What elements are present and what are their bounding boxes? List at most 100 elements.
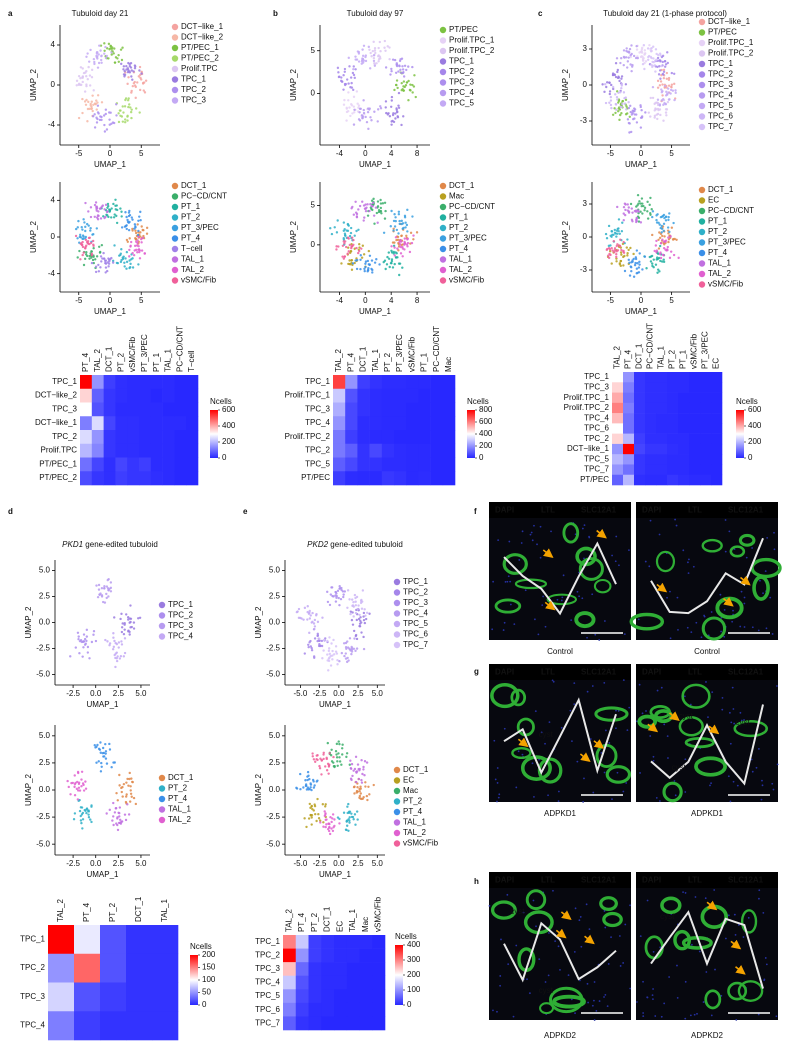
cell-point — [658, 231, 660, 233]
cell-point — [358, 51, 360, 53]
y-tick-label: -2.5 — [36, 812, 50, 821]
column-label: TAL_1 — [657, 345, 666, 369]
panel-letter: e — [243, 507, 248, 516]
cell-point — [656, 118, 658, 120]
heatmap-cell — [360, 1003, 373, 1017]
cell-point — [105, 812, 107, 814]
cell-point — [92, 245, 94, 247]
nucleus — [761, 799, 763, 801]
heatmap-cell — [656, 444, 667, 455]
nucleus — [650, 520, 652, 522]
legend-label: PT_3/PEC — [708, 238, 746, 247]
heatmap-cell — [296, 935, 309, 949]
heatmap-cell — [689, 393, 700, 404]
cell-point — [395, 72, 397, 74]
cell-point — [78, 117, 80, 119]
nucleus — [743, 603, 745, 605]
cell-point — [664, 85, 666, 87]
cell-point — [369, 67, 371, 69]
nucleus — [705, 681, 707, 683]
cell-point — [331, 650, 333, 652]
heatmap-cell — [115, 444, 127, 458]
column-label: PT_2 — [383, 352, 392, 372]
cell-point — [88, 60, 90, 62]
cell-point — [126, 803, 128, 805]
cell-point — [95, 584, 97, 586]
cell-point — [377, 47, 379, 49]
nucleus — [505, 581, 507, 583]
cell-point — [354, 55, 356, 57]
cell-point — [655, 219, 657, 221]
heatmap-cell — [360, 935, 373, 949]
cell-point — [390, 106, 392, 108]
nucleus — [730, 800, 732, 802]
heatmap-cell — [163, 403, 175, 417]
nucleus — [500, 939, 502, 941]
y-tick-label: -3 — [580, 265, 588, 274]
heatmap-cell — [104, 375, 116, 389]
cell-point — [363, 45, 365, 47]
cell-point — [126, 119, 128, 121]
cell-point — [105, 57, 107, 59]
cell-point — [73, 818, 75, 820]
cell-point — [392, 229, 394, 231]
legend-label: TPC_4 — [708, 91, 733, 100]
cell-point — [336, 756, 338, 758]
cell-point — [663, 230, 665, 232]
heatmap-cell — [74, 1011, 100, 1040]
heatmap-cell — [443, 416, 456, 430]
heatmap-cell — [347, 1003, 360, 1017]
cell-point — [351, 259, 353, 261]
cell-point — [82, 218, 84, 220]
cell-point — [105, 750, 107, 752]
cell-point — [662, 104, 664, 106]
nucleus — [545, 626, 547, 628]
cell-point — [124, 118, 126, 120]
cell-point — [677, 257, 679, 259]
cell-point — [95, 99, 97, 101]
cell-point — [362, 636, 364, 638]
column-label: vSMC/Fib — [407, 336, 416, 372]
cell-point — [393, 89, 395, 91]
cell-point — [353, 786, 355, 788]
cell-point — [390, 70, 392, 72]
cell-point — [650, 64, 652, 66]
cell-point — [663, 235, 665, 237]
heatmap-cell — [678, 403, 689, 414]
nucleus — [568, 974, 570, 976]
heatmap-cell — [186, 458, 198, 472]
legend-label: Mac — [449, 192, 464, 201]
cell-point — [313, 655, 315, 657]
cell-point — [358, 797, 360, 799]
x-tick-label: 0 — [639, 296, 644, 305]
nucleus — [674, 519, 676, 521]
cell-point — [385, 66, 387, 68]
cell-point — [125, 268, 127, 270]
cell-point — [113, 47, 115, 49]
colorbar-tick-label: 200 — [222, 437, 236, 446]
legend-swatch — [172, 55, 178, 61]
cell-point — [364, 781, 366, 783]
heatmap-cell — [92, 458, 104, 472]
cell-point — [80, 243, 82, 245]
column-label: PT_3/PEC — [395, 334, 404, 372]
row-label: TPC_2 — [584, 434, 609, 443]
cell-point — [616, 57, 618, 59]
cell-point — [140, 241, 142, 243]
cell-point — [395, 251, 397, 253]
cell-point — [371, 200, 373, 202]
cell-point — [364, 785, 366, 787]
cell-point — [659, 114, 661, 116]
legend-label: TAL_1 — [168, 805, 192, 814]
nucleus — [561, 596, 563, 598]
cell-point — [95, 201, 97, 203]
cell-point — [647, 59, 649, 61]
cell-point — [362, 768, 364, 770]
legend-label: TPC_4 — [449, 88, 474, 97]
cell-point — [636, 48, 638, 50]
heatmap-cell — [333, 375, 346, 389]
cell-point — [78, 781, 80, 783]
cell-point — [121, 59, 123, 61]
cell-point — [355, 211, 357, 213]
heatmap-cell — [612, 413, 623, 424]
